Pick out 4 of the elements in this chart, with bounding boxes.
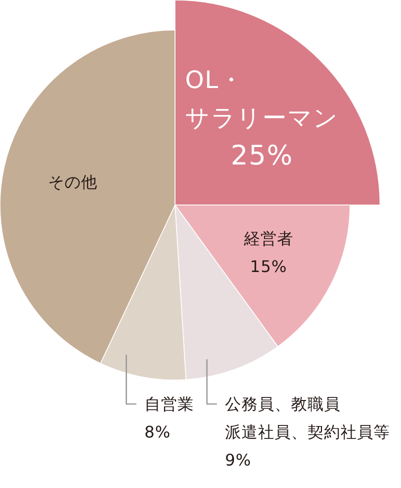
slice-label: 公務員、教職員派遣社員、契約社員等 (224, 394, 390, 442)
data-label: 9% (224, 450, 252, 470)
slice-label: 自営業 (144, 394, 194, 414)
data-label: 8% (144, 422, 171, 442)
